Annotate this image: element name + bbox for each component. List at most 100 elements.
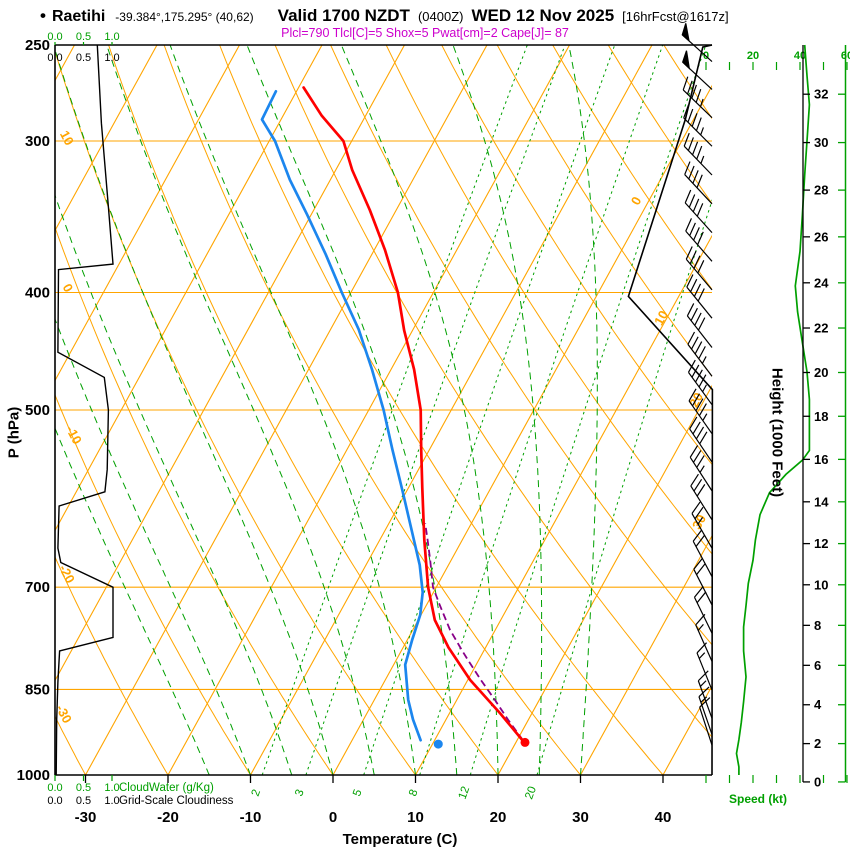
cloudwater-scale-top: 1.0	[104, 31, 119, 43]
wind-barbs	[681, 23, 713, 746]
forecast-tag: [16hrFcst@1617z]	[622, 9, 729, 24]
dry-adiabat	[496, 45, 712, 378]
parcel-params: Plcl=790 Tlcl[C]=5 Shox=5 Pwat[cm]=2 Cap…	[281, 26, 569, 40]
wind-barb-feather	[696, 203, 704, 217]
wind-barb-feather	[697, 231, 704, 245]
wind-barb-half-feather	[699, 98, 704, 107]
moist-adiabat	[568, 45, 598, 775]
wind-barb-feather	[683, 132, 690, 147]
wind-barb-staff	[689, 428, 713, 463]
wind-barb-feather	[690, 307, 698, 321]
moist-adiabat	[55, 317, 251, 775]
isotherm-line	[167, 45, 570, 775]
wind-barb-feather	[698, 374, 707, 388]
wind-barb-staff	[697, 680, 713, 719]
isotherm-line	[580, 534, 712, 775]
wind-barb-feather	[685, 246, 693, 260]
cloudwater-scale-bottom: 0.0	[47, 782, 62, 794]
wind-barb-feather	[691, 84, 697, 99]
wind-barb-feather	[687, 108, 694, 123]
wind-barb-feather	[692, 198, 700, 213]
speed-tick-label: 40	[794, 50, 806, 62]
dewpoint-curve	[260, 89, 425, 742]
station-name: Raetihi	[51, 8, 106, 25]
mixing-ratio-label: 2	[250, 788, 263, 798]
wind-barb-staff	[693, 597, 713, 634]
height-tick-label: 26	[814, 229, 828, 244]
wind-barb-feather	[697, 670, 709, 682]
wind-barb-feather	[695, 88, 702, 103]
moist-adiabat	[246, 45, 458, 775]
wind-barb-half-feather	[697, 623, 704, 631]
wind-barb-staff	[682, 89, 713, 119]
frame-right-notch	[627, 44, 714, 776]
wind-barb-feather	[697, 288, 705, 302]
wind-barb-feather	[692, 529, 703, 542]
wind-barb-feather	[693, 283, 702, 297]
wind-barb-feather	[686, 303, 695, 317]
wind-barb-staff	[686, 315, 713, 348]
wind-barb-staff	[686, 286, 713, 319]
wind-barb-feather	[695, 613, 706, 626]
cloudiness-curve	[55, 45, 114, 775]
wind-barb-feather	[686, 80, 693, 95]
wind-barb-half-feather	[700, 696, 708, 703]
cloudiness-axis-label: Grid-Scale Cloudiness	[119, 795, 234, 807]
height-tick-label: 8	[814, 618, 821, 633]
height-tick-label: 6	[814, 658, 821, 673]
speed-tick-label: 20	[747, 50, 759, 62]
dry-adiabat	[55, 226, 334, 775]
mixing-ratio-label: 20	[523, 785, 539, 801]
height-tick-label: 30	[814, 135, 828, 150]
isotherm-line	[85, 45, 488, 775]
cloudiness-scale-bottom: 0.0	[47, 795, 62, 807]
wind-barb-feather	[694, 312, 702, 326]
wind-barb-feather	[699, 697, 711, 708]
wind-barb-feather	[691, 141, 699, 156]
cloudiness-scale-bottom: 0.5	[76, 795, 91, 807]
wind-barb-staff	[695, 624, 713, 662]
height-tick-label: 32	[814, 87, 828, 102]
skewt-grid	[55, 45, 712, 775]
wind-barb-feather	[696, 145, 703, 160]
pressure-axis-label: P (hPa)	[5, 406, 23, 459]
wind-barb-feather	[688, 194, 696, 208]
isotherm-line	[55, 45, 405, 682]
height-tick-label: 12	[814, 536, 828, 551]
wind-barb-feather	[689, 416, 698, 430]
dry-adiabat	[219, 45, 664, 775]
height-tick-label: 28	[814, 183, 828, 198]
cloudwater-scale-top: 0.0	[47, 31, 62, 43]
mixing-ratio-line	[261, 45, 528, 775]
cloudiness-scale-top: 0.5	[76, 52, 91, 64]
wind-barb-staff	[683, 117, 713, 147]
wind-barb-feather	[687, 359, 696, 373]
wind-barb-feather	[687, 137, 694, 151]
wind-barb-half-feather	[698, 652, 706, 659]
wind-barb-feather	[695, 398, 704, 412]
wind-barb-feather	[691, 113, 698, 127]
wind-barb-staff	[688, 400, 713, 435]
mixing-ratio-line	[305, 45, 566, 775]
wind-barb-feather	[689, 222, 696, 236]
height-tick-label: 4	[814, 697, 822, 712]
wind-barb-feather	[693, 227, 700, 241]
wind-barb-feather	[699, 431, 708, 445]
wind-barb-staff	[698, 696, 713, 735]
wind-barb-feather	[696, 174, 703, 188]
isotherm-label: 0	[628, 194, 645, 208]
wind-barb-staff	[684, 202, 713, 234]
wind-barb-half-feather	[699, 680, 707, 687]
wind-barb-feather	[695, 117, 702, 131]
height-tick-label: 18	[814, 409, 828, 424]
wind-barb-feather	[683, 104, 690, 119]
temperature-tick-label: 0	[329, 809, 337, 826]
header-line: • Raetihi -39.384°,175.295° (40,62) Vali…	[40, 6, 729, 26]
height-tick-label: 20	[814, 365, 828, 380]
mixing-ratio-label: 8	[407, 788, 420, 798]
height-tick-label: 0	[814, 774, 821, 789]
wind-barb-flag	[682, 50, 691, 70]
moist-adiabat	[55, 193, 293, 775]
isotherm-label: 10	[651, 308, 671, 328]
